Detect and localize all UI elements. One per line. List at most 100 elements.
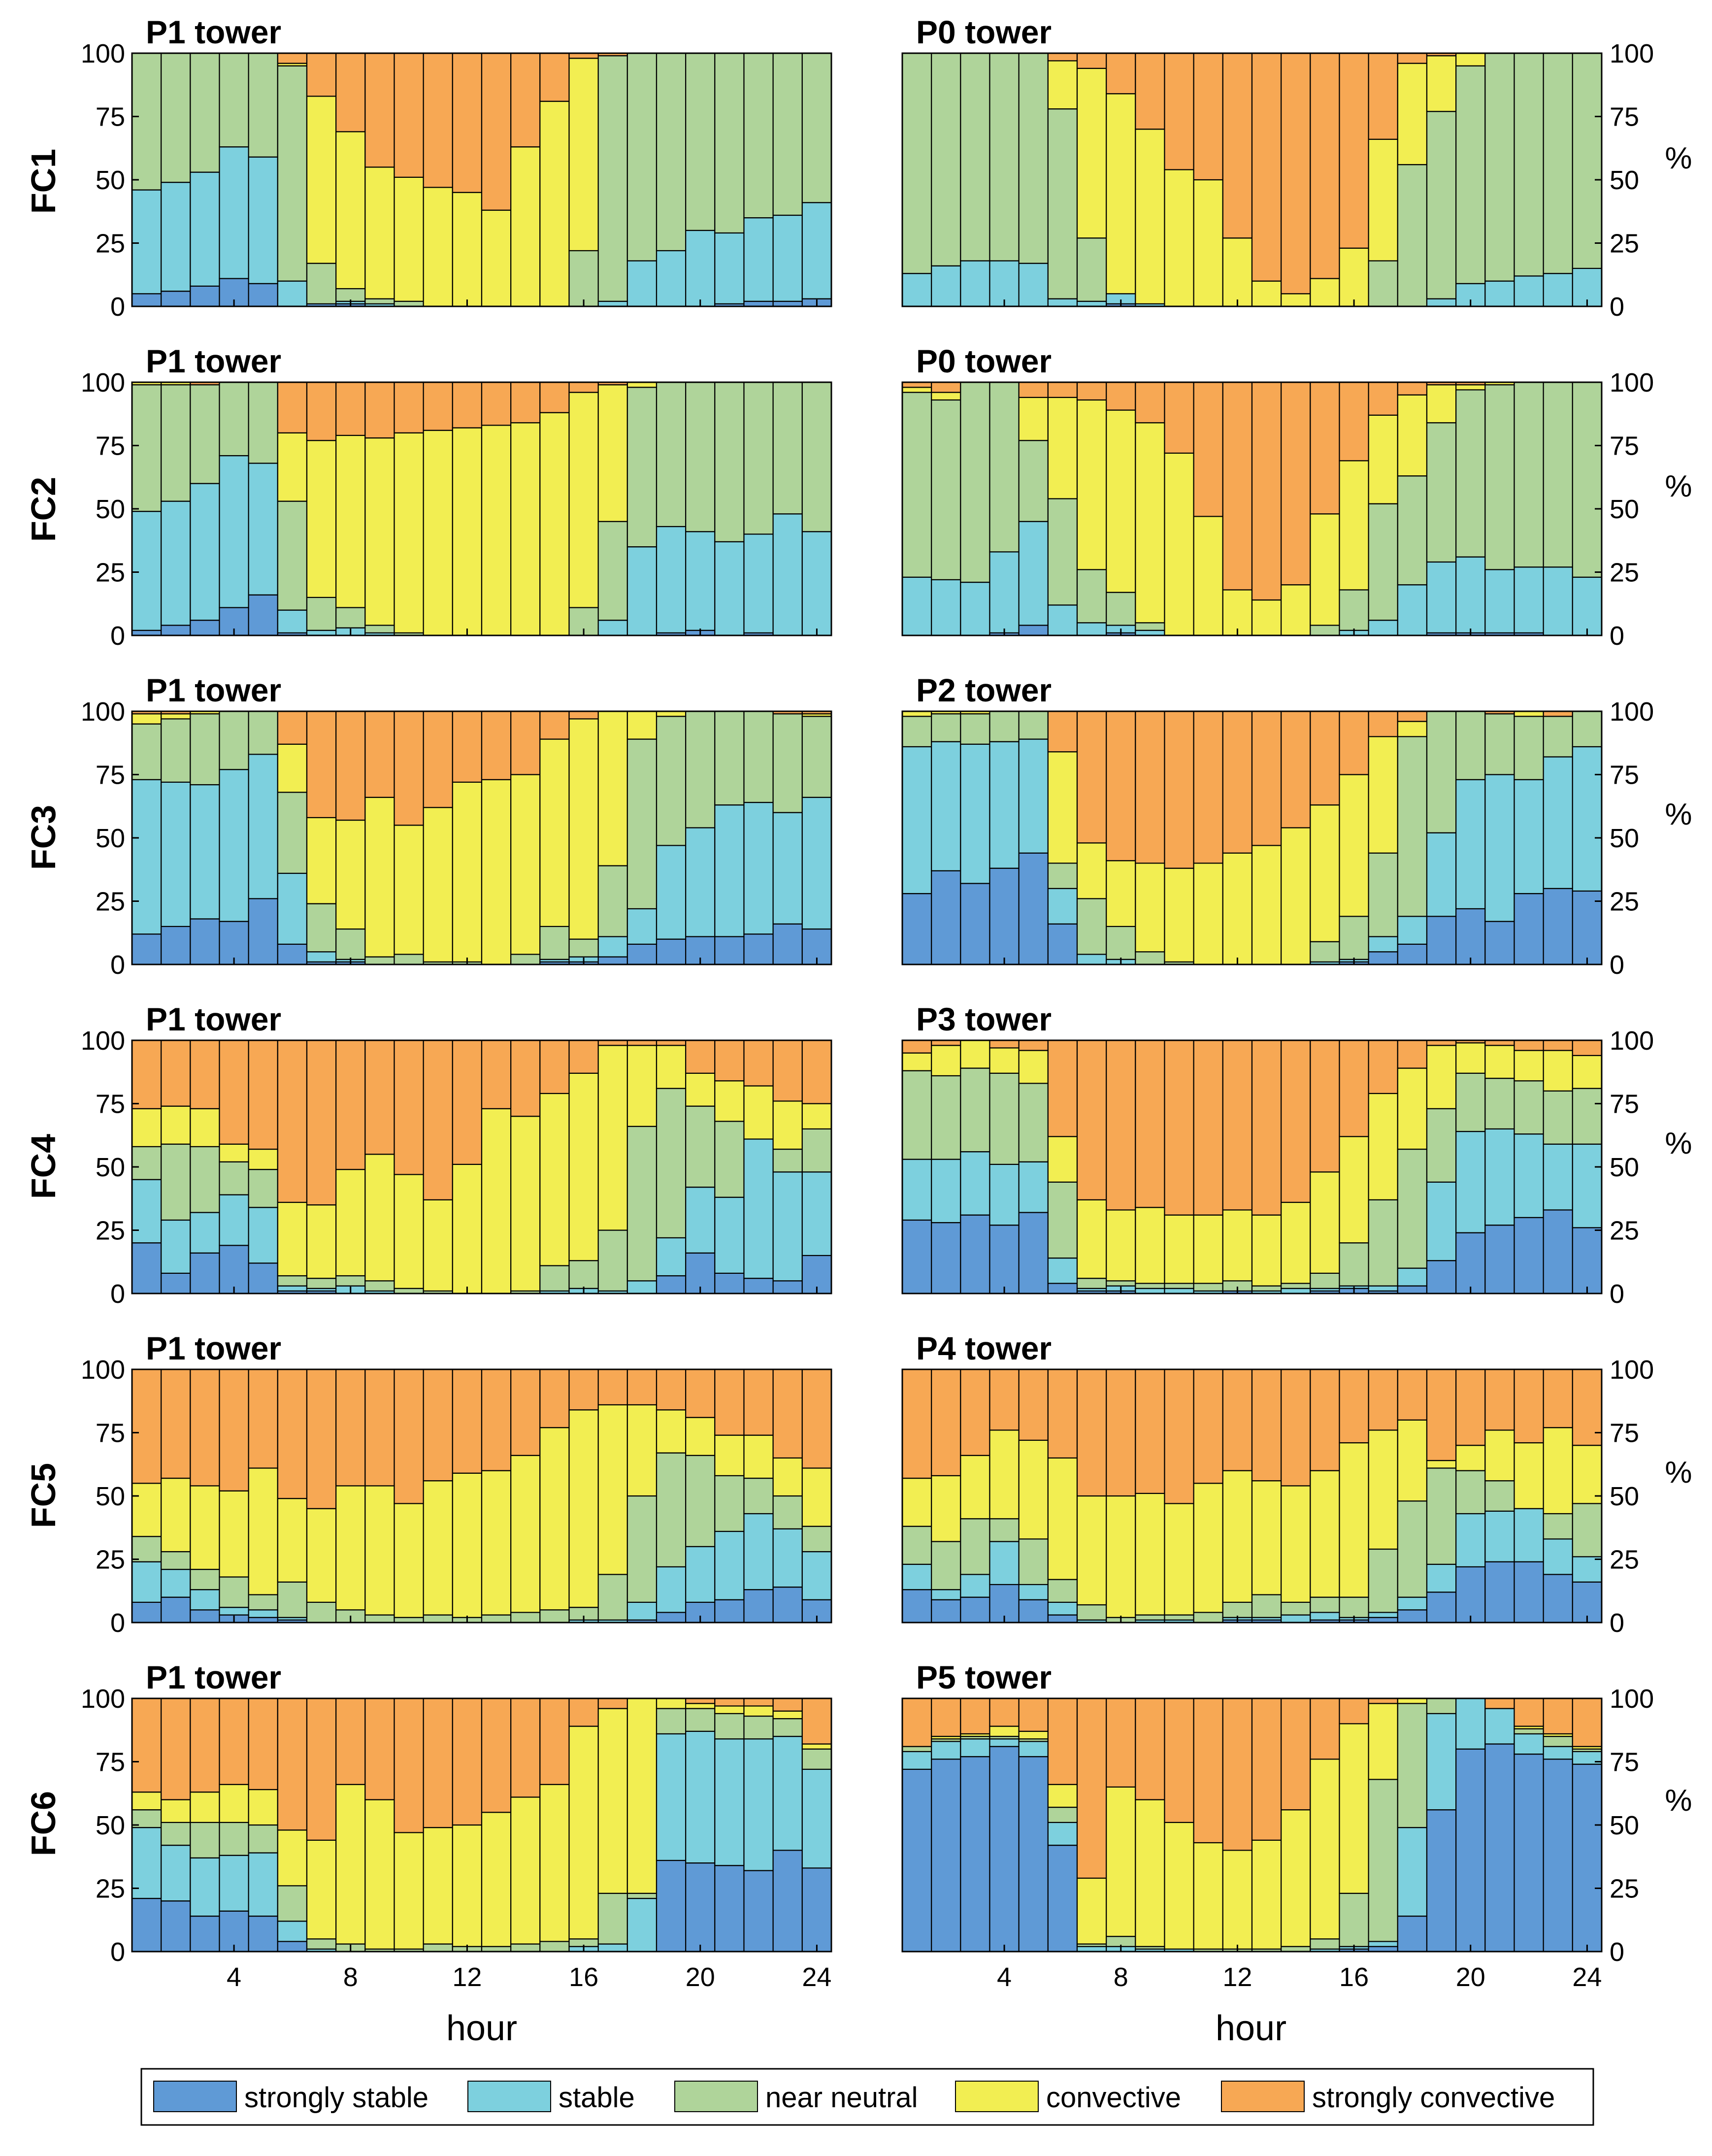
bar-segment-convective-hour-8 [335,1485,366,1611]
bar-segment-near-neutral-hour-8 [335,928,366,960]
bar-segment-near-neutral-hour-3 [190,52,220,173]
bar-segment-stable-hour-18 [626,546,658,636]
y-tick-label: 100 [81,697,125,727]
bar-segment-stable-hour-2 [931,741,961,871]
bar-segment-convective-hour-18 [1397,63,1428,166]
bar-segment-convective-hour-7 [1076,1495,1107,1606]
bar-segment-strongly-stable-hour-3 [960,1214,990,1294]
bar-segment-convective-hour-23 [1543,1050,1573,1092]
bar-segment-stable-hour-21 [1484,1128,1515,1226]
row-label-fc3: FC3 [24,805,63,870]
bar-segment-strongly-stable-hour-21 [1484,1225,1515,1294]
bar-segment-strongly-stable-hour-21 [714,1865,745,1953]
bar-segment-strongly-stable-hour-20 [1455,1566,1486,1624]
bar-segment-stable-hour-6 [1047,888,1078,925]
bar-segment-convective-hour-8 [335,819,366,930]
bar-segment-strongly-convective-hour-6 [1047,381,1078,398]
bar-segment-stable-hour-4 [219,1855,249,1912]
bar-segment-strongly-stable-hour-2 [161,926,191,965]
bar-segment-near-neutral-hour-17 [1368,1548,1398,1613]
bar-segment-convective-hour-9 [1135,1799,1165,1947]
bar-segment-near-neutral-hour-9 [1135,1283,1165,1289]
bar-segment-stable-hour-22 [743,1138,774,1279]
bar-segment-strongly-stable-hour-18 [1397,943,1428,965]
bar-segment-near-neutral-hour-3 [190,384,220,484]
bar-segment-strongly-convective-hour-8 [335,381,366,436]
bar-segment-stable-hour-24 [801,1551,832,1600]
bar-segment-stable-hour-18 [626,260,658,307]
bar-segment-stable-hour-7 [306,630,337,636]
bar-segment-convective-hour-2 [161,1477,191,1553]
bar-segment-stable-hour-3 [190,483,220,621]
bar-segment-stable-hour-21 [714,1196,745,1274]
bar-segment-convective-hour-9 [364,1154,395,1282]
bar-segment-near-neutral-hour-24 [801,52,832,203]
bar-segment-near-neutral-hour-1 [131,1536,162,1562]
bar-segment-strongly-stable-hour-6 [1047,1614,1078,1624]
bar-segment-strongly-convective-hour-7 [1076,1697,1107,1879]
bar-segment-convective-hour-22 [1514,1050,1544,1082]
bar-segment-near-neutral-hour-4 [219,1822,249,1856]
bar-segment-near-neutral-hour-8 [1106,1280,1136,1287]
y-tick-label: 75 [96,1090,125,1119]
y-tick-label: 50 [96,166,125,195]
bar-segment-stable-hour-17 [1368,1941,1398,1947]
bar-segment-strongly-convective-hour-15 [539,1039,570,1095]
bar-segment-near-neutral-hour-14 [510,954,541,965]
bar-segment-near-neutral-hour-1 [901,392,932,578]
y-tick-label: 25 [1610,887,1639,917]
bar-segment-convective-hour-1 [131,1108,162,1147]
bar-segment-near-neutral-hour-17 [597,1892,628,1945]
bar-segment-strongly-convective-hour-13 [1251,52,1282,282]
bar-segment-convective-hour-15 [539,412,570,636]
bar-segment-stable-hour-17 [597,1943,628,1953]
bar-segment-strongly-convective-hour-5 [248,1697,278,1791]
bar-segment-near-neutral-hour-19 [656,1708,687,1735]
bar-segment-convective-hour-11 [1193,516,1223,636]
bar-segment-strongly-convective-hour-10 [1164,381,1194,454]
row-label-fc1: FC1 [24,149,63,214]
y-tick-label: 0 [1610,621,1624,651]
bar-segment-near-neutral-hour-15 [1310,1938,1340,1950]
bar-segment-strongly-convective-hour-12 [1222,52,1253,239]
bar-segment-strongly-convective-hour-5 [248,1368,278,1469]
bar-segment-stable-hour-10 [1164,1288,1194,1294]
bar-segment-convective-hour-14 [510,1116,541,1292]
bar-segment-strongly-convective-hour-13 [1251,381,1282,601]
bar-segment-strongly-convective-hour-15 [1310,52,1340,279]
y-tick-label: 50 [96,1811,125,1840]
x-tick-label: 24 [802,1962,831,1992]
bar-segment-convective-hour-12 [1222,852,1253,965]
bar-segment-stable-hour-22 [1514,1133,1544,1218]
bar-segment-strongly-convective-hour-18 [1397,381,1428,396]
bar-segment-stable-hour-1 [901,576,932,636]
bar-segment-stable-hour-6 [1047,1822,1078,1846]
bar-segment-stable-hour-1 [131,1179,162,1244]
bar-segment-strongly-convective-hour-12 [452,1697,483,1826]
bar-segment-stable-hour-6 [277,609,308,633]
bar-segment-strongly-convective-hour-12 [452,1039,483,1165]
y-tick-label: 75 [1610,1419,1639,1448]
bar-segment-strongly-stable-hour-1 [901,1219,932,1294]
y-tick-label: 25 [1610,558,1639,588]
bar-segment-strongly-stable-hour-1 [131,630,162,636]
bar-segment-near-neutral-hour-6 [1047,862,1078,889]
bar-segment-strongly-convective-hour-14 [510,1697,541,1798]
bar-segment-convective-hour-19 [656,710,687,717]
bar-segment-convective-hour-18 [1397,1419,1428,1502]
bar-segment-near-neutral-hour-2 [161,1551,191,1570]
panel-title: P3 tower [916,1001,1052,1037]
bar-segment-stable-hour-14 [1281,1614,1311,1624]
y-tick-label: 75 [96,1419,125,1448]
bar-segment-convective-hour-6 [1047,1784,1078,1808]
bar-segment-convective-hour-7 [306,1204,337,1279]
bar-segment-convective-hour-16 [1339,774,1369,917]
bar-segment-strongly-convective-hour-16 [568,710,599,720]
bar-segment-convective-hour-9 [1135,422,1165,624]
bar-segment-strongly-stable-hour-3 [960,1596,990,1624]
bar-segment-convective-hour-11 [423,187,453,307]
bar-segment-stable-hour-23 [772,1171,803,1282]
bar-segment-convective-hour-17 [1368,138,1398,262]
bar-segment-strongly-stable-hour-3 [190,1252,220,1294]
